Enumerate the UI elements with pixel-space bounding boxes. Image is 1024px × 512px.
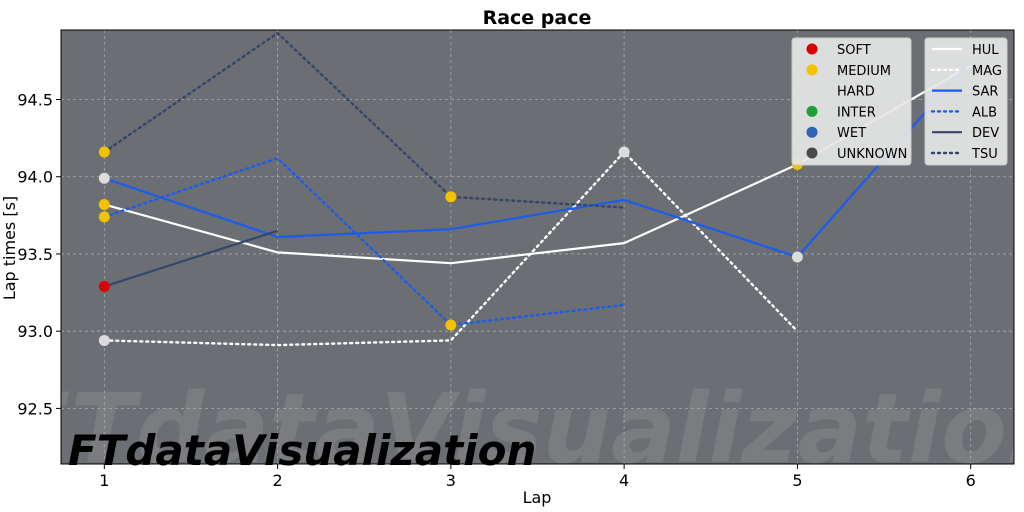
compound-point-hard	[791, 251, 803, 263]
x-tick-label: 1	[99, 471, 109, 490]
legend-label-wet: WET	[837, 126, 866, 141]
compound-point-hard	[618, 146, 630, 158]
driver-legend: HUL MAG SAR ALB DEV TSU	[924, 37, 1008, 166]
compound-point-medium	[98, 146, 110, 158]
legend-label-mag: MAG	[972, 64, 1002, 79]
compound-point-medium	[98, 211, 110, 223]
series-line-sar	[103, 60, 972, 259]
legend-marker-hard	[806, 85, 818, 97]
x-axis-label: Lap	[523, 488, 552, 507]
y-axis-label: Lap times [s]	[0, 196, 19, 300]
series-line-tsu	[103, 31, 626, 209]
legend-label-medium: MEDIUM	[837, 64, 891, 79]
y-tick-label: 93.5	[17, 245, 53, 264]
legend-label-unknown: UNKNOWN	[837, 147, 907, 162]
legend-marker-unknown	[806, 147, 818, 159]
compound-point-hard	[98, 172, 110, 184]
series-line-mag	[103, 150, 799, 347]
chart-title: Race pace	[483, 7, 592, 29]
legend-label-hard: HARD	[837, 85, 875, 100]
series-line-alb	[103, 156, 626, 327]
x-tick-label: 6	[966, 471, 976, 490]
watermark-background-text: FTdataVisualization	[5, 373, 1024, 485]
legend-label-hul: HUL	[972, 43, 999, 58]
compound-legend: SOFT MEDIUM HARD INTER WET UNKNOWN	[791, 37, 912, 166]
legend-marker-inter	[806, 105, 818, 117]
legend-marker-wet	[806, 126, 818, 138]
x-tick-label: 2	[272, 471, 282, 490]
compound-point-soft	[98, 280, 110, 292]
legend-marker-soft	[806, 43, 818, 55]
compound-point-hard	[98, 334, 110, 346]
x-tick-label: 3	[446, 471, 456, 490]
plot-frame	[60, 29, 1015, 465]
legend-label-soft: SOFT	[837, 43, 871, 58]
compound-point-medium	[445, 191, 457, 203]
legend-label-alb: ALB	[972, 105, 997, 120]
legend-label-dev: DEV	[972, 126, 999, 141]
y-tick-label: 94.5	[17, 91, 53, 110]
legend-marker-medium	[806, 64, 818, 76]
legend-label-inter: INTER	[837, 105, 876, 120]
y-tick-label: 94.0	[17, 168, 53, 187]
legend-label-sar: SAR	[972, 85, 998, 100]
x-tick-label: 5	[792, 471, 802, 490]
watermark-text: FTdataVisualization	[68, 426, 536, 475]
y-tick-label: 93.0	[17, 322, 53, 341]
compound-point-medium	[445, 319, 457, 331]
legend-label-tsu: TSU	[971, 147, 998, 162]
series-line-dev	[103, 229, 278, 288]
x-tick-label: 4	[619, 471, 629, 490]
compound-legend-box	[791, 37, 912, 166]
compound-point-medium	[98, 199, 110, 211]
y-tick-label: 92.5	[17, 399, 53, 418]
